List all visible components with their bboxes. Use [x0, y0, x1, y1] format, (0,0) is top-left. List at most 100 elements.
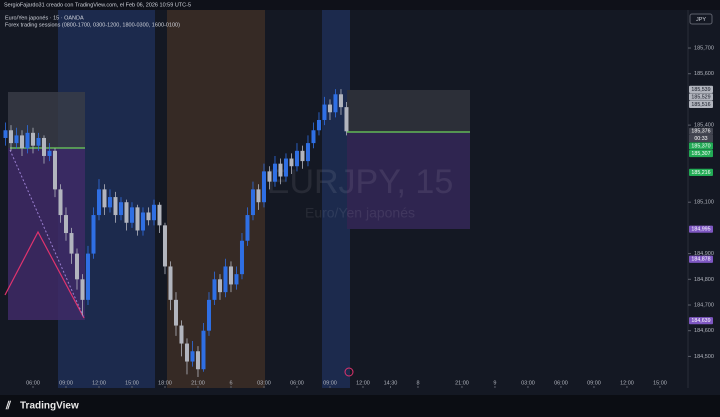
watermark: EURJPY, 15	[267, 163, 453, 201]
candle-body	[234, 274, 239, 285]
candle-body	[129, 207, 134, 223]
price-label	[689, 168, 713, 177]
brand: TradingView	[20, 401, 79, 412]
candle-body	[8, 130, 13, 144]
candle-body	[223, 266, 228, 293]
candle-body	[41, 137, 46, 156]
candle-body	[184, 343, 189, 362]
candle-body	[47, 150, 52, 156]
x-tick-label: 14:30	[384, 380, 398, 386]
range-box	[347, 90, 470, 132]
y-tick-label: 184,600	[694, 328, 714, 334]
candle-body	[256, 189, 261, 203]
candle-body	[322, 104, 327, 120]
candle-body	[267, 171, 272, 182]
pattern-line	[9, 149, 85, 319]
candle-body	[74, 253, 79, 280]
candle-body	[52, 150, 57, 190]
y-tick-label: 184,700	[694, 302, 714, 308]
pattern-line	[4, 230, 85, 319]
price-label	[689, 93, 713, 101]
session-box	[167, 10, 265, 388]
countdown: 00:33	[694, 136, 707, 142]
price-label-text: 185,516	[691, 102, 710, 108]
x-tick-label: 12:00	[92, 380, 106, 386]
x-tick-label: 06:00	[554, 380, 568, 386]
candle-body	[217, 279, 222, 293]
x-tick-label: 09:00	[59, 380, 73, 386]
candle-body	[140, 212, 145, 231]
x-tick-label: 12:00	[356, 380, 370, 386]
price-label-text: 185,539	[691, 87, 710, 93]
candle-body	[278, 163, 283, 177]
logo-mark: ⫽	[5, 400, 12, 412]
x-tick-label: 03:00	[257, 380, 271, 386]
candle-body	[294, 150, 299, 167]
x-tick-label: 18:00	[158, 380, 172, 386]
x-tick-label: 06:00	[290, 380, 304, 386]
candle-body	[305, 143, 310, 162]
plot	[3, 89, 349, 377]
candle-body	[179, 325, 184, 344]
candle-body	[228, 266, 233, 285]
candle-body	[344, 107, 349, 132]
candle-body	[333, 94, 338, 113]
x-tick-label: 15:00	[653, 380, 667, 386]
y-tick-label: 184,900	[694, 251, 714, 257]
x-tick-label: 09:00	[587, 380, 601, 386]
x-tick-label: 21:00	[191, 380, 205, 386]
price-label	[689, 142, 713, 150]
y-tick-label: 185,400	[694, 123, 714, 129]
candle-body	[239, 240, 244, 275]
candle-body	[124, 202, 129, 223]
candle-body	[102, 189, 107, 208]
price-label-text: 185,307	[691, 151, 710, 157]
candle-body	[118, 202, 123, 216]
price-label	[689, 85, 713, 94]
candle-body	[212, 279, 217, 300]
price-label	[689, 127, 713, 135]
candle-body	[338, 94, 343, 108]
price-label-text: 184,995	[691, 227, 710, 233]
y-tick-label: 185,700	[694, 45, 714, 51]
candle-body	[3, 130, 8, 138]
candle-body	[327, 104, 332, 113]
candle-body	[250, 189, 255, 216]
x-tick-label: 12:00	[620, 380, 634, 386]
candle-body	[157, 204, 162, 226]
candle-body	[173, 299, 178, 326]
event-icon	[344, 367, 354, 377]
candle-body	[63, 215, 68, 234]
price-label-text: 185,216	[691, 170, 710, 176]
candle-body	[30, 132, 35, 146]
candle-body	[135, 207, 140, 231]
candle-body	[300, 150, 305, 162]
candle-body	[85, 253, 90, 300]
candle-body	[190, 351, 195, 362]
candle-body	[245, 215, 250, 241]
top-bar	[0, 0, 720, 10]
price-label	[689, 225, 713, 233]
range-box	[8, 92, 85, 148]
candle-body	[36, 137, 41, 146]
y-tick-label: 185,600	[694, 71, 714, 77]
y-tick-label: 184,500	[694, 354, 714, 360]
symbol-line: Euro/Yen japonés · 15 · OANDA	[5, 15, 84, 21]
candle-body	[272, 163, 277, 182]
candle-body	[316, 119, 321, 131]
price-label-text: 185,529	[691, 94, 710, 100]
footer	[0, 395, 720, 417]
price-label	[689, 100, 713, 109]
candle-body	[206, 299, 211, 331]
price-label-text: 185,370	[691, 143, 710, 149]
candle-body	[14, 135, 19, 144]
price-label	[689, 317, 713, 325]
candle-body	[113, 197, 118, 216]
indicator-line: Forex trading sessions (0800-1700, 0300-…	[5, 22, 180, 28]
session-box	[322, 10, 350, 388]
x-tick-label: 15:00	[125, 380, 139, 386]
price-label-text: 184,639	[691, 318, 710, 324]
x-tick-label: 6	[229, 380, 232, 386]
candle-body	[311, 130, 316, 144]
